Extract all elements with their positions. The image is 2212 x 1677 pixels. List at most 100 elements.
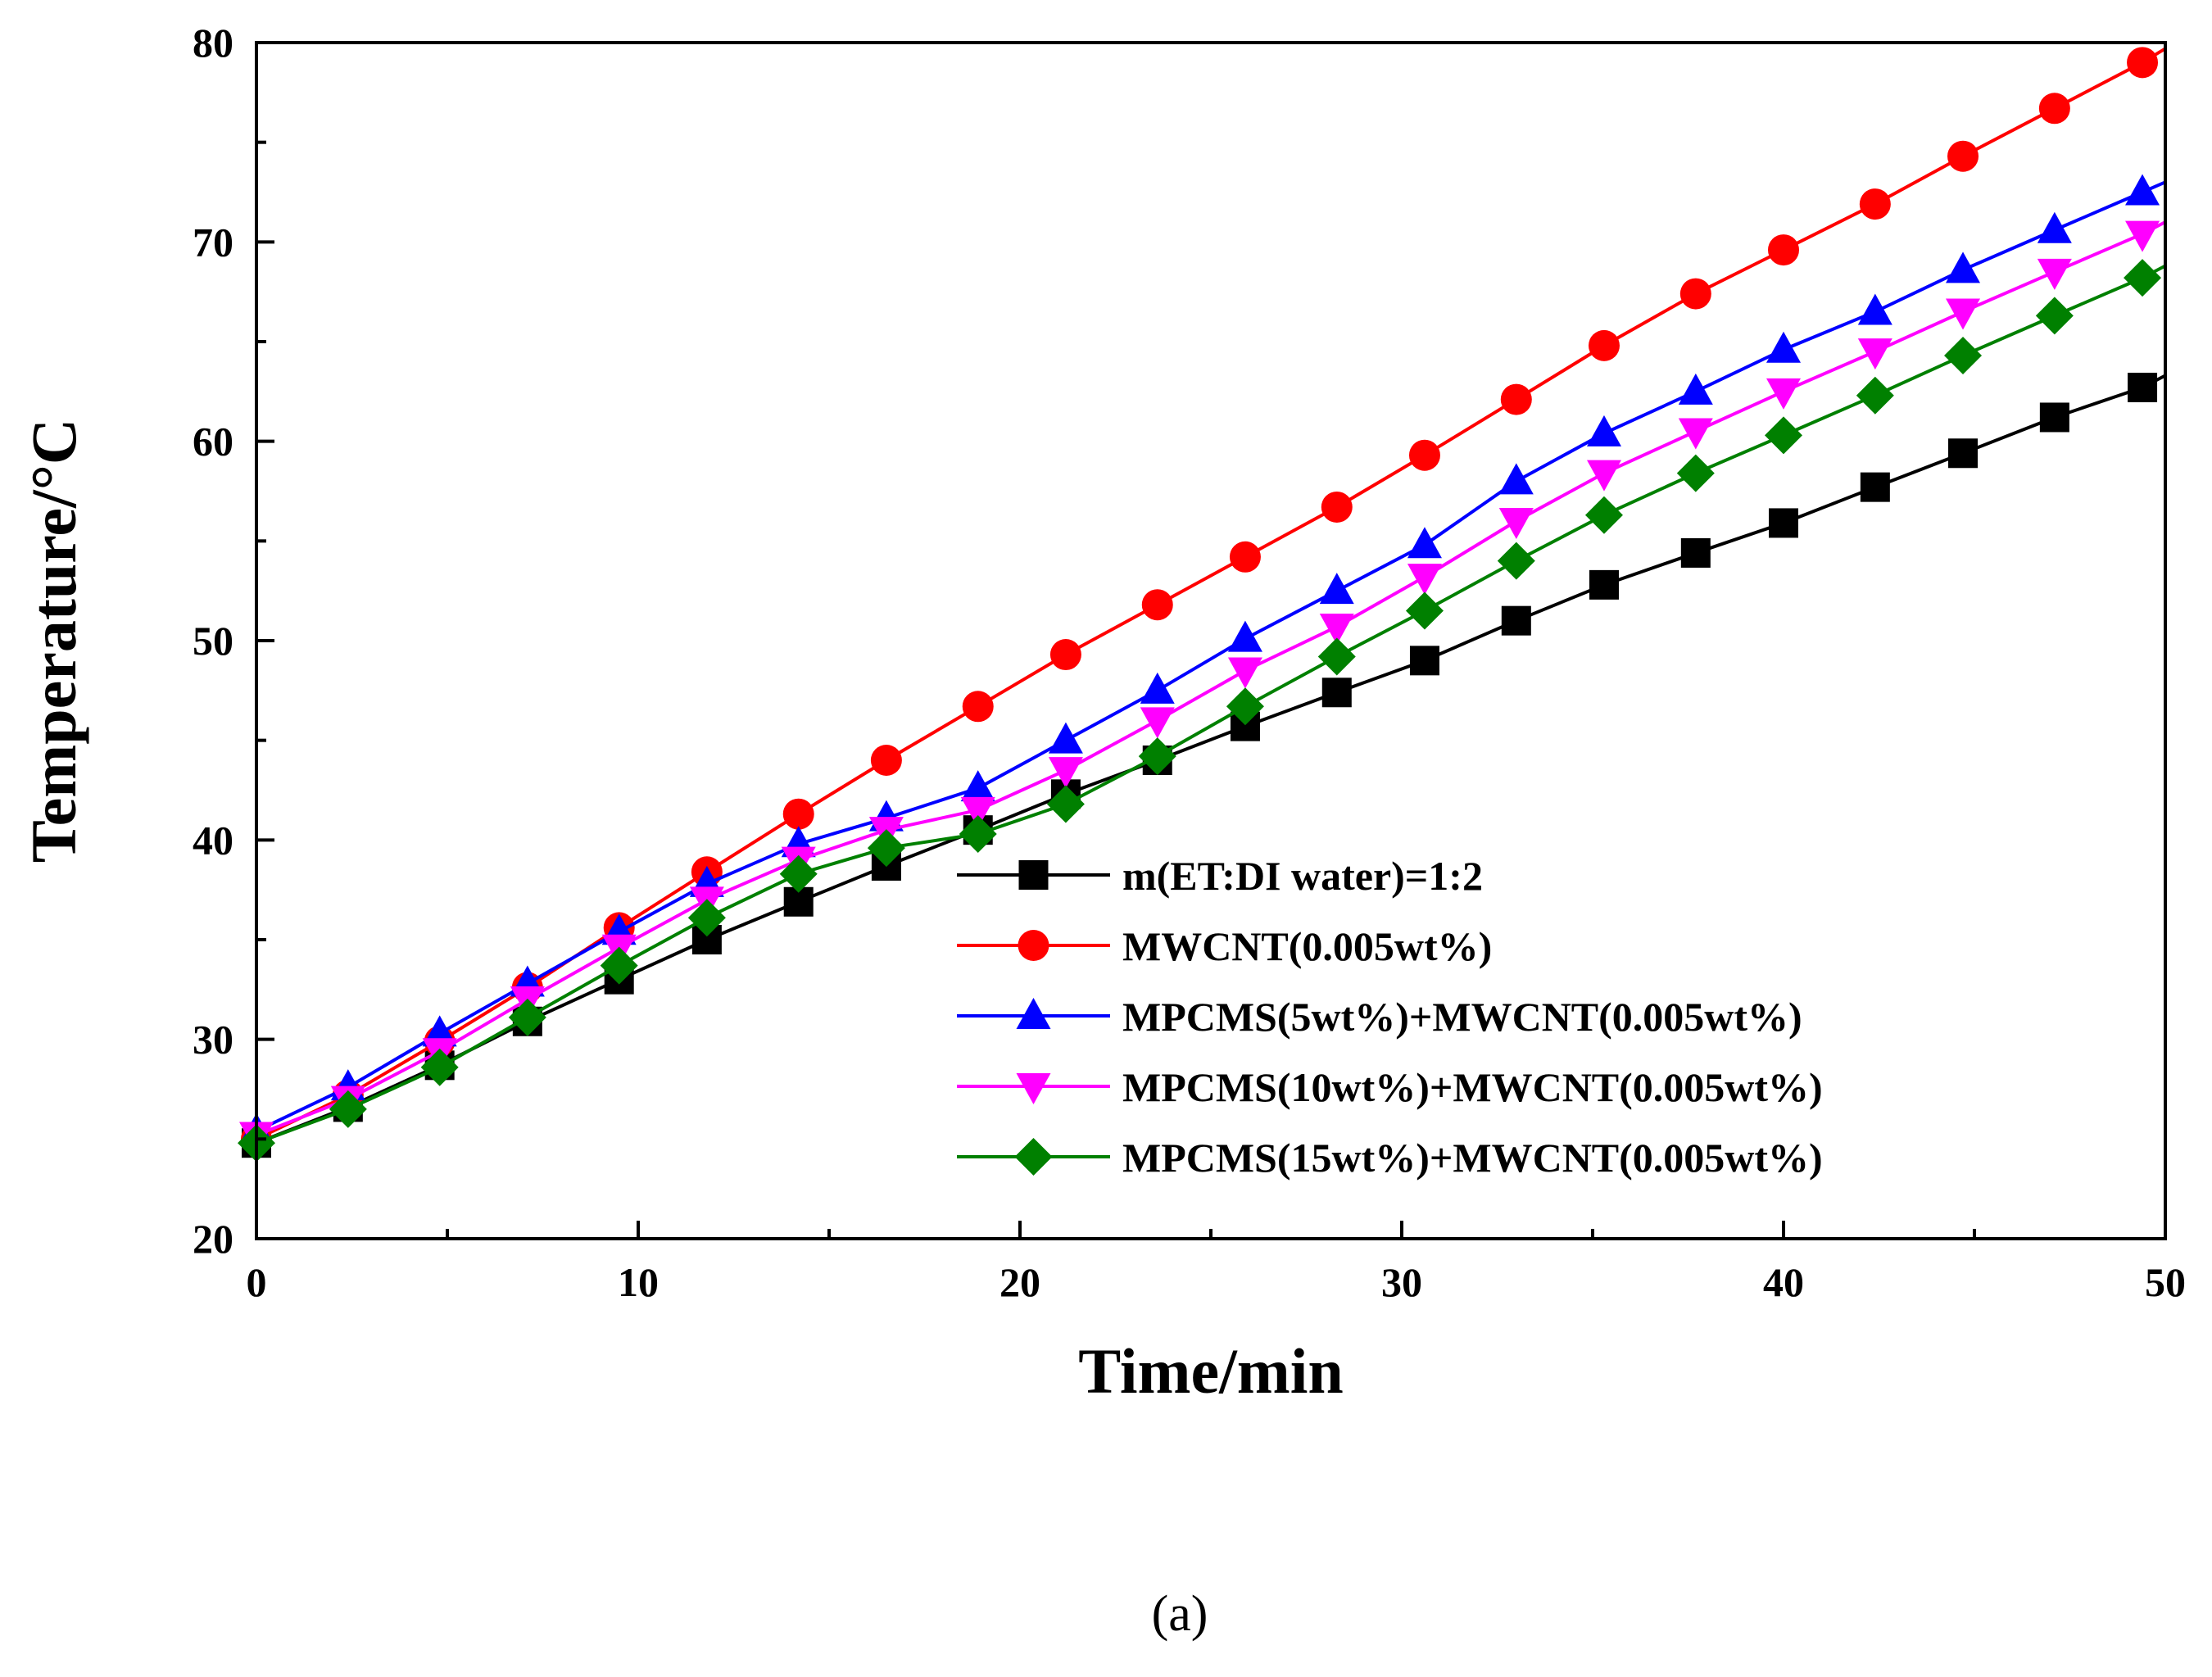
data-point (2124, 259, 2162, 297)
legend-marker (1018, 930, 1049, 961)
x-tick-label: 0 (247, 1259, 267, 1305)
data-point (1141, 589, 1173, 621)
data-point (2037, 211, 2072, 243)
x-tick-label: 10 (618, 1259, 659, 1305)
data-point (1321, 678, 1352, 708)
data-point (2125, 174, 2160, 206)
plot-frame (255, 41, 2167, 1240)
y-tick-label: 30 (193, 1017, 233, 1063)
series-layer (238, 47, 2167, 1163)
y-tick-label: 60 (193, 419, 233, 465)
data-point (508, 998, 546, 1036)
data-point (1319, 573, 1354, 605)
legend-item: m(ET:DI water)=1:2 (957, 853, 1483, 899)
data-point (1679, 278, 1711, 310)
data-point (1678, 373, 1713, 405)
data-point (2125, 220, 2160, 252)
data-point (1678, 418, 1713, 450)
data-point (1048, 722, 1083, 754)
data-point (1857, 338, 1892, 370)
data-point (870, 745, 902, 776)
y-tick-label: 40 (193, 817, 233, 863)
data-point (1138, 737, 1176, 776)
data-point (1766, 378, 1801, 410)
legend-label: m(ET:DI water)=1:2 (1122, 853, 1483, 899)
data-point (962, 691, 994, 723)
data-point (1859, 188, 1891, 220)
data-point (960, 796, 995, 828)
data-point (687, 899, 726, 937)
data-point (1589, 569, 1619, 600)
data-point (420, 1048, 459, 1086)
data-point (1049, 639, 1081, 671)
y-tick-label: 80 (193, 20, 233, 66)
data-point (1140, 707, 1175, 739)
legend-label: MPCMS(10wt%)+MWCNT(0.005wt%) (1122, 1064, 1823, 1110)
data-point (1405, 591, 1444, 630)
data-point (2127, 47, 2159, 79)
series-1 (242, 372, 2166, 1158)
data-point (1229, 541, 1261, 573)
data-point (1226, 687, 1264, 726)
data-point (1946, 252, 1981, 283)
y-tick-label: 70 (193, 219, 233, 265)
x-tick-label: 40 (1763, 1259, 1804, 1305)
legend-marker (1018, 860, 1049, 890)
data-point (1501, 605, 1531, 636)
series-5 (238, 259, 2166, 1163)
data-point (1857, 293, 1892, 325)
legend-item: MWCNT(0.005wt%) (957, 923, 1492, 969)
legend-label: MWCNT(0.005wt%) (1122, 923, 1492, 969)
data-point (329, 1090, 367, 1128)
data-point (1860, 472, 1890, 502)
x-tick-label: 30 (1381, 1259, 1422, 1305)
y-tick-label: 50 (193, 618, 233, 664)
legend-item: MPCMS(5wt%)+MWCNT(0.005wt%) (957, 994, 1802, 1040)
data-point (1407, 527, 1442, 559)
data-point (1227, 620, 1262, 652)
data-point (1948, 438, 1979, 469)
legend-item: MPCMS(10wt%)+MWCNT(0.005wt%) (957, 1064, 1823, 1110)
x-axis-title: Time/min (1078, 1335, 1344, 1407)
data-point (1321, 491, 1353, 523)
data-point (2038, 93, 2070, 125)
data-point (2039, 402, 2069, 433)
data-point (1856, 376, 1894, 415)
data-point (1046, 785, 1085, 823)
legend-marker (1016, 1073, 1051, 1104)
data-point (1227, 657, 1262, 689)
data-point (1498, 508, 1534, 539)
data-point (959, 815, 997, 854)
legend-marker (1016, 998, 1051, 1029)
data-point (2035, 297, 2074, 335)
data-point (1048, 757, 1083, 789)
data-point (1409, 646, 1439, 676)
data-point (1584, 496, 1623, 534)
x-tick-label: 50 (2145, 1259, 2186, 1305)
data-point (1317, 637, 1356, 676)
data-point (1140, 672, 1175, 704)
data-point (1319, 613, 1354, 645)
y-axis-title: Temperature/°C (18, 419, 89, 863)
legend-marker (1014, 1138, 1053, 1176)
data-point (600, 946, 638, 985)
data-point (1765, 416, 1802, 455)
figure-caption: (a) (1152, 1586, 1208, 1642)
data-point (1498, 463, 1534, 495)
data-point (782, 798, 814, 830)
data-point (1408, 439, 1440, 471)
data-point (1680, 537, 1711, 568)
data-point (2128, 372, 2158, 402)
data-point (1676, 454, 1715, 492)
data-point (1588, 329, 1620, 361)
tick-layer: 0 10 20 30 40 50 20 30 40 50 60 70 80 (193, 20, 2186, 1305)
data-point (1769, 508, 1798, 538)
data-point (779, 854, 818, 893)
series-4 (239, 220, 2166, 1154)
y-tick-label: 20 (193, 1216, 233, 1262)
data-point (1497, 542, 1535, 580)
data-point (960, 770, 995, 802)
data-point (1766, 331, 1801, 363)
